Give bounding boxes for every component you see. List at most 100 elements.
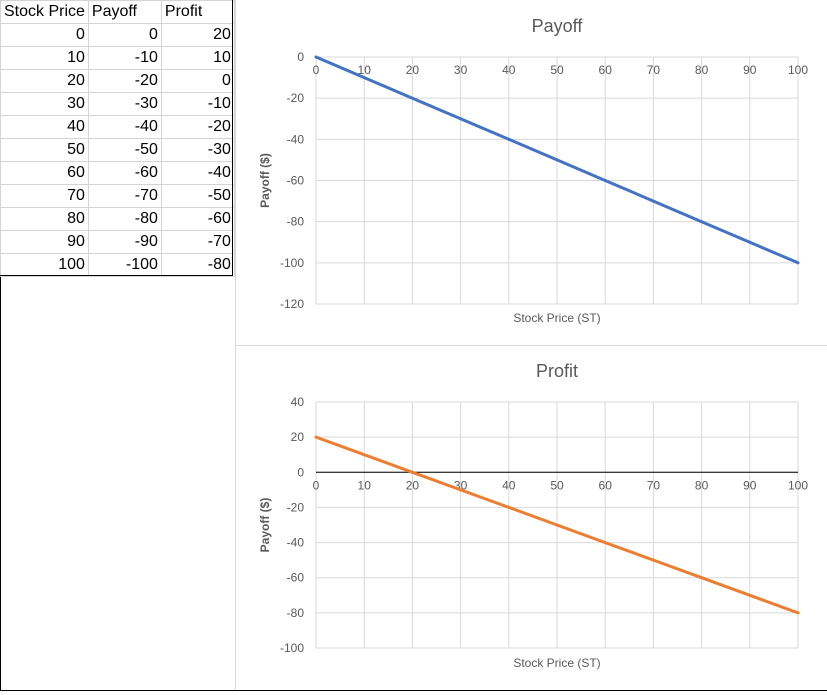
data-point (555, 158, 559, 162)
table-cell[interactable]: -10 (87, 46, 162, 70)
y-tick-label: -60 (287, 571, 305, 585)
table-row: 0 0 20 (0, 23, 235, 47)
data-point (459, 488, 463, 492)
table-cell[interactable]: 80 (0, 207, 89, 231)
x-tick-label: 0 (313, 478, 320, 492)
table-row: 70 -70 -50 (0, 184, 235, 208)
x-tick-label: 70 (647, 478, 661, 492)
chart-title: Payoff (532, 16, 584, 36)
x-tick-label: 80 (695, 63, 709, 77)
table-cell[interactable]: 10 (0, 46, 89, 70)
x-tick-label: 40 (502, 63, 516, 77)
table-row: 60 -60 -40 (0, 161, 235, 185)
table-cell[interactable]: 40 (0, 115, 89, 139)
table-cell[interactable]: 20 (0, 69, 89, 93)
data-point (651, 558, 655, 562)
table-cell[interactable]: -10 (160, 92, 235, 116)
table-cell[interactable]: 0 (87, 23, 162, 47)
y-tick-label: 0 (297, 50, 304, 64)
y-tick-label: -40 (287, 536, 305, 550)
table-cell[interactable]: 90 (0, 230, 89, 254)
table-cell[interactable]: -60 (160, 207, 235, 231)
data-table: Stock Price Payoff Profit 0 0 20 10 -10 10 20 -20 0… (0, 0, 235, 277)
payoff-chart-svg: Payoff 0 -20 -40 -60 -80 -100 -120 0 10 20 30 40 50 60… (258, 16, 808, 325)
table-cell[interactable]: -80 (160, 253, 235, 277)
x-tick-label: 60 (599, 63, 613, 77)
x-tick-label: 40 (502, 478, 516, 492)
data-point (700, 576, 704, 580)
x-tick-label: 70 (647, 63, 661, 77)
y-tick-label: -20 (287, 500, 305, 514)
x-tick-label: 30 (454, 63, 468, 77)
table-cell[interactable]: -50 (87, 138, 162, 162)
column-header[interactable]: Payoff (87, 0, 162, 24)
table-cell[interactable]: -70 (160, 230, 235, 254)
data-point (748, 240, 752, 244)
y-tick-label: 20 (291, 430, 305, 444)
column-header[interactable]: Profit (160, 0, 235, 24)
spreadsheet-grid: Stock Price Payoff Profit 0 0 20 10 -10 10 20 -20 0… (0, 0, 235, 277)
x-tick-label: 20 (406, 63, 420, 77)
table-cell[interactable]: -60 (87, 161, 162, 185)
table-cell[interactable]: 30 (0, 92, 89, 116)
table-cell[interactable]: 60 (0, 161, 89, 185)
x-axis-label: Stock Price (ST) (513, 311, 600, 325)
data-point (362, 76, 366, 80)
y-tick-label: -40 (287, 132, 305, 146)
table-cell[interactable]: -50 (160, 184, 235, 208)
data-point (507, 505, 511, 509)
table-cell[interactable]: -20 (87, 69, 162, 93)
x-tick-label: 50 (550, 63, 564, 77)
data-point (362, 453, 366, 457)
y-tick-label: -60 (287, 174, 305, 188)
table-cell[interactable]: 0 (160, 69, 235, 93)
y-tick-label: -100 (280, 641, 304, 655)
data-point (748, 593, 752, 597)
table-cell[interactable]: -30 (160, 138, 235, 162)
table-cell[interactable]: -40 (87, 115, 162, 139)
data-point (603, 541, 607, 545)
profit-chart[interactable]: Profit 40 20 0 -20 -40 -60 -80 -100 0 10 20 30 40 50 60… (235, 346, 827, 690)
table-row: 20 -20 0 (0, 69, 235, 93)
table-cell[interactable]: -40 (160, 161, 235, 185)
x-tick-label: 20 (406, 478, 420, 492)
data-point (410, 96, 414, 100)
table-cell[interactable]: 0 (0, 23, 89, 47)
column-header[interactable]: Stock Price (0, 0, 89, 24)
table-row: 100 -100 -80 (0, 253, 235, 277)
table-cell[interactable]: 70 (0, 184, 89, 208)
data-point (796, 261, 800, 265)
data-point (507, 137, 511, 141)
x-tick-label: 80 (695, 478, 709, 492)
data-point (314, 435, 318, 439)
table-cell[interactable]: 100 (0, 253, 89, 277)
x-tick-label: 90 (743, 63, 757, 77)
data-point (700, 220, 704, 224)
data-point (410, 470, 414, 474)
table-cell[interactable]: -70 (87, 184, 162, 208)
table-cell[interactable]: -30 (87, 92, 162, 116)
table-cell[interactable]: -80 (87, 207, 162, 231)
x-tick-label: 90 (743, 478, 757, 492)
table-cell[interactable]: 20 (160, 23, 235, 47)
y-axis-label: Payoff ($) (258, 498, 272, 553)
table-cell[interactable]: -90 (87, 230, 162, 254)
x-tick-label: 10 (358, 63, 372, 77)
payoff-chart[interactable]: Payoff 0 -20 -40 -60 -80 -100 -120 0 10 20 30 40 50 60… (235, 0, 827, 346)
table-cell[interactable]: 50 (0, 138, 89, 162)
x-tick-label: 50 (550, 478, 564, 492)
data-point (459, 117, 463, 121)
y-tick-label: 40 (291, 395, 305, 409)
x-tick-label: 100 (788, 478, 808, 492)
x-axis-label: Stock Price (ST) (513, 656, 600, 670)
data-point (555, 523, 559, 527)
table-cell[interactable]: -20 (160, 115, 235, 139)
y-tick-label: -80 (287, 215, 305, 229)
table-row: 50 -50 -30 (0, 138, 235, 162)
y-tick-label: -80 (287, 606, 305, 620)
table-cell[interactable]: 10 (160, 46, 235, 70)
table-row: 90 -90 -70 (0, 230, 235, 254)
table-cell[interactable]: -100 (87, 253, 162, 277)
y-tick-label: -100 (280, 256, 304, 270)
